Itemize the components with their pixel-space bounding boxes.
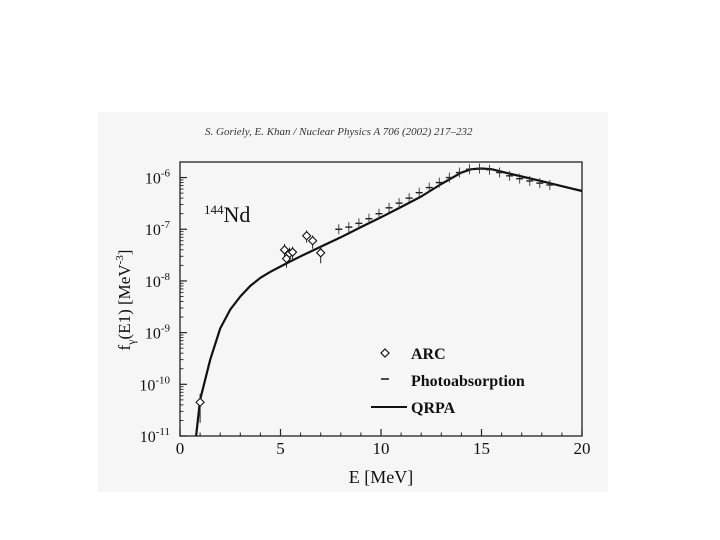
y-tick-exponent: -6	[161, 168, 171, 180]
arc-diamond	[301, 230, 312, 241]
photoabsorption-point	[405, 193, 413, 204]
y-tick-label: 10-11	[140, 426, 170, 446]
y-tick-exponent: -9	[161, 323, 171, 335]
photoabsorption-point	[455, 167, 463, 178]
photoabsorption-point	[375, 208, 383, 219]
nucleus-element: Nd	[224, 202, 251, 227]
y-tick-label: 10-9	[145, 323, 171, 343]
qrpa-curve	[195, 167, 583, 437]
y-tick-base: 10	[145, 326, 161, 343]
qrpa-layer	[195, 167, 583, 437]
y-label-sup: -3	[114, 255, 126, 265]
arc-point	[307, 235, 318, 249]
legend-arc-marker	[380, 348, 390, 358]
photoabsorption-point	[536, 178, 544, 189]
photoabsorption-point	[435, 177, 443, 188]
y-axis-label: fγ(E1) [MeV-3]	[114, 250, 138, 351]
y-label-f: f	[115, 344, 134, 350]
x-axis-label: E [MeV]	[349, 467, 413, 487]
legend-qrpa-label: QRPA	[411, 400, 456, 417]
y-tick-base: 10	[145, 222, 161, 239]
y-tick-label: 10-8	[145, 271, 171, 291]
y-tick-exponent: -11	[156, 426, 170, 438]
y-label-close: ]	[115, 250, 134, 256]
y-tick-exponent: -7	[161, 219, 171, 231]
photoabsorption-point	[486, 164, 494, 175]
arc-point	[287, 246, 298, 261]
x-tick-label: 20	[574, 439, 591, 458]
photoabsorption-point	[506, 170, 514, 181]
arc-point	[301, 230, 312, 243]
y-tick-label: 10-7	[145, 219, 171, 239]
photoabsorption-point	[445, 172, 453, 183]
citation-text: S. Goriely, E. Khan / Nuclear Physics A …	[205, 126, 473, 138]
y-tick-base: 10	[145, 171, 161, 188]
photoabsorption-layer	[335, 163, 554, 235]
photoabsorption-point	[516, 173, 524, 184]
y-label-sub: γ	[124, 339, 138, 346]
photoabsorption-point	[425, 182, 433, 193]
y-tick-base: 10	[139, 377, 155, 394]
nucleus-label: 144Nd	[204, 202, 250, 227]
nucleus-mass-number: 144	[204, 202, 224, 217]
arc-point	[195, 393, 205, 423]
legend-photoabsorption-label: Photoabsorption	[411, 373, 525, 390]
photoabsorption-point	[335, 224, 343, 235]
photoabsorption-point	[465, 164, 473, 175]
y-tick-label: 10-10	[139, 374, 170, 394]
y-tick-exponent: -10	[155, 374, 170, 386]
x-tick-label: 0	[176, 439, 185, 458]
photoabsorption-point	[395, 198, 403, 209]
photoabsorption-point	[345, 222, 353, 233]
legend: ARC Photoabsorption QRPA	[371, 346, 525, 417]
photoabsorption-point	[365, 213, 373, 224]
photoabsorption-point	[475, 163, 483, 174]
photoabsorption-point	[546, 179, 554, 190]
arc-point	[315, 245, 326, 264]
photoabsorption-point	[355, 218, 363, 229]
photoabsorption-point	[496, 167, 504, 178]
photoabsorption-point	[526, 175, 534, 186]
y-tick-base: 10	[145, 274, 161, 291]
y-tick-label: 10-6	[145, 168, 171, 188]
y-tick-base: 10	[140, 429, 156, 446]
photoabsorption-point	[385, 202, 393, 213]
figure-panel	[98, 112, 608, 492]
arc-diamond	[315, 248, 326, 258]
arc-layer	[195, 230, 326, 423]
arc-diamond	[195, 397, 205, 408]
arc-diamond	[307, 235, 318, 246]
x-tick-label: 5	[276, 439, 285, 458]
arc-diamond	[287, 247, 298, 257]
y-tick-exponent: -8	[161, 271, 171, 283]
y-label-rest: (E1) [MeV	[115, 264, 134, 340]
photoabsorption-point	[415, 187, 423, 198]
legend-arc-label: ARC	[411, 346, 446, 363]
x-tick-label: 10	[373, 439, 390, 458]
x-tick-label: 15	[473, 439, 490, 458]
